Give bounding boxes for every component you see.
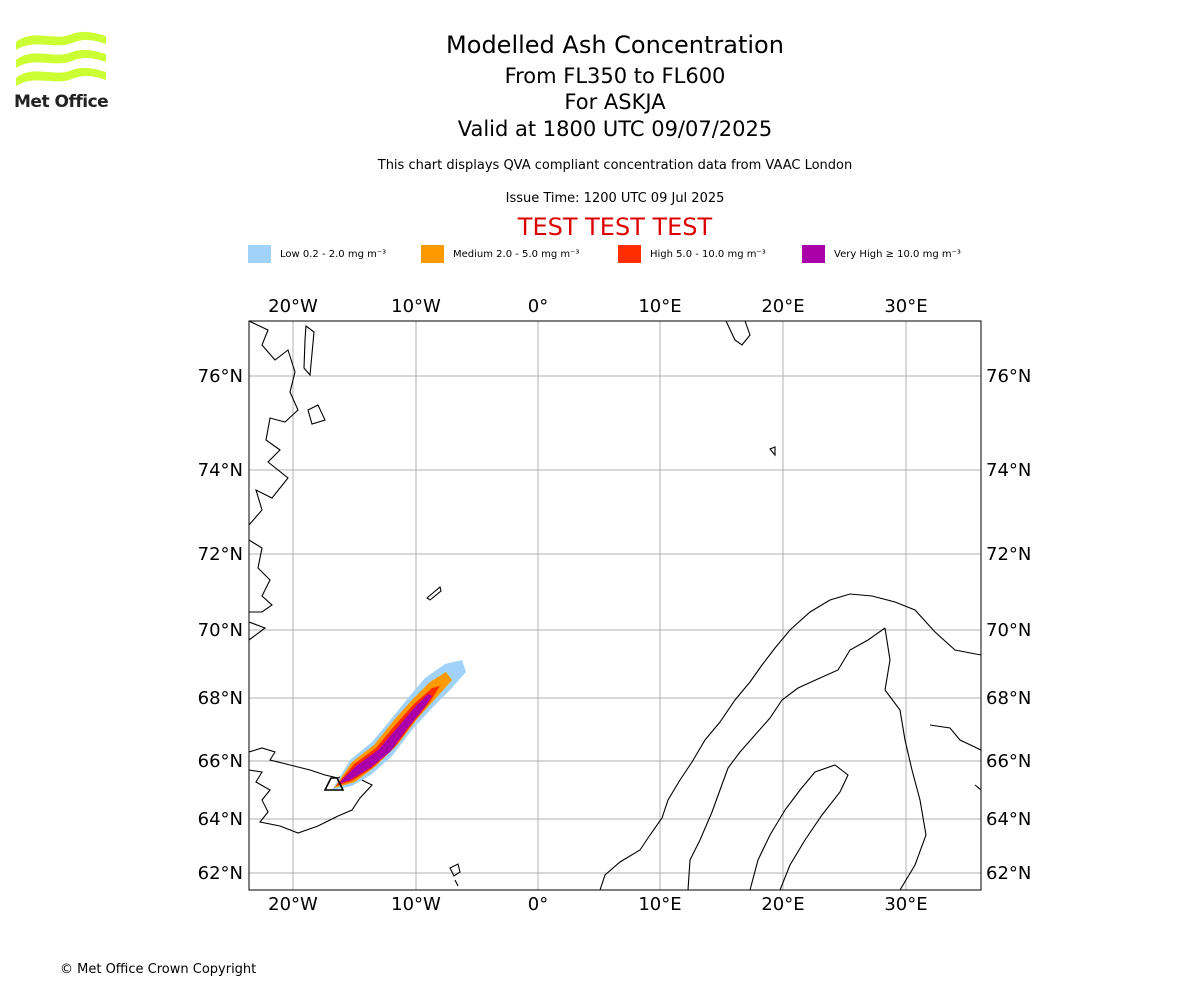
lon-labels-bottom: 20°W 10°W 0° 10°E 20°E 30°E <box>268 894 927 915</box>
lat-label-left-76n: 76°N <box>198 366 243 387</box>
lat-label-right-70n: 70°N <box>986 620 1031 641</box>
lat-label-left-66n: 66°N <box>198 751 243 772</box>
legend-item-very-high: Very High ≥ 10.0 mg m⁻³ <box>802 244 961 264</box>
lat-label-right-74n: 74°N <box>986 460 1031 481</box>
lat-label-right-64n: 64°N <box>986 809 1031 830</box>
norway-coastline <box>599 593 981 890</box>
bear-island <box>769 446 776 457</box>
lon-label-bottom-10e: 10°E <box>638 894 681 915</box>
lon-label-bottom-0: 0° <box>528 894 548 915</box>
volcano-marker-icon <box>323 777 345 791</box>
lat-label-right-76n: 76°N <box>986 366 1031 387</box>
iceland-coastline <box>249 747 373 834</box>
legend-swatch-low <box>248 245 271 263</box>
lon-label-bottom-20e: 20°E <box>761 894 804 915</box>
legend-label-medium: Medium 2.0 - 5.0 mg m⁻³ <box>453 248 580 260</box>
finland-russia-border <box>884 627 927 890</box>
legend-label-low: Low 0.2 - 2.0 mg m⁻³ <box>280 248 387 260</box>
lat-label-right-62n: 62°N <box>986 863 1031 884</box>
lat-label-left-62n: 62°N <box>198 863 243 884</box>
legend-label-high: High 5.0 - 10.0 mg m⁻³ <box>650 248 766 260</box>
ash-plume-very-high <box>338 694 432 784</box>
chart-subtitle: This chart displays QVA compliant concen… <box>377 158 853 173</box>
coastlines <box>249 321 981 890</box>
lon-label-bottom-20w: 20°W <box>268 894 318 915</box>
legend-swatch-high <box>618 245 641 263</box>
lat-label-right-72n: 72°N <box>986 544 1031 565</box>
legend-swatch-very-high <box>802 245 825 263</box>
lon-label-top-20w: 20°W <box>268 296 318 317</box>
met-office-logo-icon <box>16 31 106 86</box>
copyright-notice: © Met Office Crown Copyright <box>60 962 257 977</box>
lat-label-right-68n: 68°N <box>986 688 1031 709</box>
lon-label-bottom-30e: 30°E <box>884 894 927 915</box>
lon-label-top-20e: 20°E <box>761 296 804 317</box>
lat-label-left-70n: 70°N <box>198 620 243 641</box>
lon-label-top-10e: 10°E <box>638 296 681 317</box>
lat-label-left-74n: 74°N <box>198 460 243 481</box>
lat-label-right-66n: 66°N <box>986 751 1031 772</box>
test-banner: TEST TEST TEST <box>517 213 713 241</box>
greenland-coastline <box>249 321 299 641</box>
gulf-of-bothnia <box>749 764 849 890</box>
jan-mayen <box>426 586 442 601</box>
faroe-islands <box>449 863 461 887</box>
svalbard-coastline <box>725 321 751 346</box>
lat-labels-left: 76°N 74°N 72°N 70°N 68°N 66°N 64°N 62°N <box>198 366 243 884</box>
white-sea <box>974 784 981 791</box>
volcano-name: For ASKJA <box>564 90 666 114</box>
legend-item-high: High 5.0 - 10.0 mg m⁻³ <box>618 244 766 264</box>
legend-item-low: Low 0.2 - 2.0 mg m⁻³ <box>248 244 386 264</box>
map-gridlines <box>249 321 981 890</box>
lon-label-top-10w: 10°W <box>391 296 441 317</box>
greenland-island <box>303 324 315 377</box>
lat-label-left-68n: 68°N <box>198 688 243 709</box>
chart-title: Modelled Ash Concentration <box>446 31 784 59</box>
lon-label-top-0: 0° <box>528 296 548 317</box>
greenland-island-2 <box>307 404 326 425</box>
valid-time: Valid at 1800 UTC 09/07/2025 <box>457 117 773 141</box>
ash-plume <box>332 660 466 790</box>
met-office-logo-text: Met Office <box>14 92 109 112</box>
norway-sweden-border <box>687 627 886 890</box>
lon-label-top-30e: 30°E <box>884 296 927 317</box>
legend-label-very-high: Very High ≥ 10.0 mg m⁻³ <box>834 248 961 260</box>
lon-labels-top: 20°W 10°W 0° 10°E 20°E 30°E <box>268 296 927 317</box>
map-frame <box>248 320 982 891</box>
legend-item-medium: Medium 2.0 - 5.0 mg m⁻³ <box>421 244 579 264</box>
lat-label-left-72n: 72°N <box>198 544 243 565</box>
kola-coastline <box>929 724 981 751</box>
issue-time: Issue Time: 1200 UTC 09 Jul 2025 <box>505 191 725 206</box>
lat-label-left-64n: 64°N <box>198 809 243 830</box>
lon-label-bottom-10w: 10°W <box>391 894 441 915</box>
flight-levels: From FL350 to FL600 <box>504 64 726 88</box>
legend-swatch-medium <box>421 245 444 263</box>
lat-labels-right: 76°N 74°N 72°N 70°N 68°N 66°N 64°N 62°N <box>986 366 1031 884</box>
